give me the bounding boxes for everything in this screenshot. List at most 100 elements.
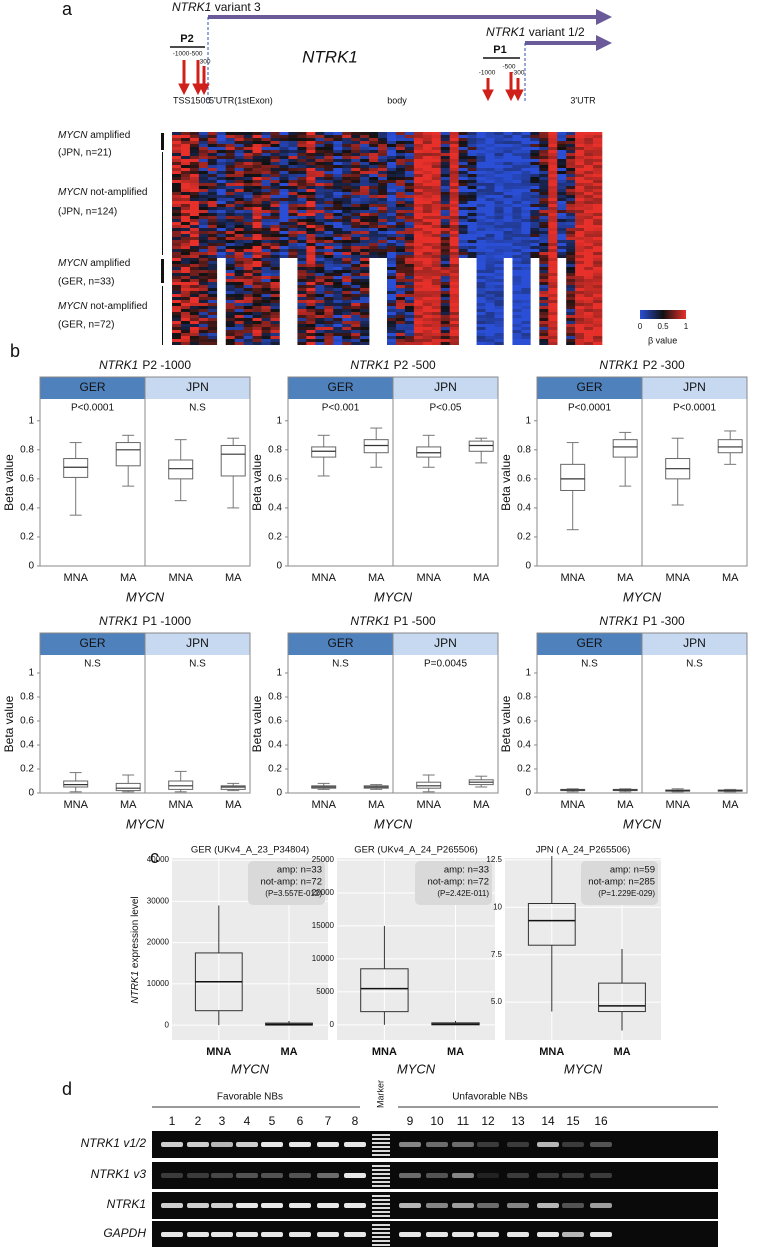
heatmap-cell	[422, 204, 433, 207]
heatmap-cell	[467, 201, 477, 204]
heatmap-cell	[422, 186, 433, 189]
heatmap-cell	[548, 228, 558, 231]
heatmap-cell	[449, 138, 459, 141]
heatmap-cell	[180, 336, 191, 339]
heatmap-cell	[342, 174, 352, 177]
heatmap-cell	[243, 288, 253, 291]
heatmap-cell	[575, 162, 585, 165]
heatmap-cell	[387, 339, 397, 342]
heatmap-cell	[288, 249, 298, 252]
heatmap-cell	[243, 165, 253, 168]
heatmap-cell	[593, 144, 603, 147]
heatmap-cell	[512, 177, 522, 180]
heatmap-cell	[494, 297, 504, 300]
heatmap-cell	[324, 318, 334, 321]
heatmap-cell	[548, 216, 558, 219]
heatmap-cell	[324, 303, 334, 306]
heatmap-cell	[575, 246, 585, 249]
stats-text: (P=1.229E-029)	[598, 889, 655, 898]
heatmap-cell	[431, 264, 442, 267]
heatmap-cell	[467, 210, 477, 213]
heatmap-cell	[467, 132, 477, 135]
heatmap-cell	[243, 153, 253, 156]
heatmap-cell	[351, 198, 361, 201]
heatmap-cell	[324, 261, 334, 264]
heatmap-cell	[485, 270, 495, 273]
heatmap-cell	[431, 198, 442, 201]
heatmap-cell	[261, 333, 271, 336]
heatmap-cell	[306, 324, 316, 327]
heatmap-cell	[387, 150, 397, 153]
heatmap-cell	[279, 144, 289, 147]
heatmap-cell	[234, 273, 244, 276]
heatmap-cell	[270, 180, 280, 183]
heatmap-cell	[593, 141, 603, 144]
heatmap-cell	[198, 144, 209, 147]
heatmap-cell	[503, 150, 513, 153]
heatmap-cell	[467, 219, 477, 222]
heatmap-cell	[333, 183, 343, 186]
heatmap-cell	[557, 216, 567, 219]
heatmap-cell	[252, 309, 262, 312]
heatmap-cell	[449, 231, 459, 234]
heatmap-cell	[512, 231, 522, 234]
heatmap-cell	[449, 273, 459, 276]
heatmap-cell	[593, 321, 603, 324]
heatmap-cell	[521, 144, 531, 147]
heatmap-cell	[575, 153, 585, 156]
heatmap-cell	[225, 201, 236, 204]
gel-band	[236, 1232, 258, 1237]
heatmap-cell	[422, 183, 433, 186]
row-label: MYCN not-amplified	[58, 187, 148, 198]
box	[598, 982, 646, 1013]
heatmap-cell	[440, 309, 451, 312]
heatmap-cell	[503, 204, 513, 207]
heatmap-cell	[485, 282, 495, 285]
y-axis-label: Beta value	[499, 695, 513, 752]
heatmap-cell	[261, 300, 271, 303]
heatmap-cell	[189, 180, 200, 183]
heatmap-cell	[413, 189, 424, 192]
heatmap-cell	[172, 216, 182, 219]
heatmap-cell	[467, 144, 477, 147]
heatmap-cell	[288, 213, 298, 216]
heatmap-cell	[521, 267, 531, 270]
heatmap-cell	[449, 318, 459, 321]
gel-band	[562, 1232, 584, 1237]
heatmap-cell	[584, 174, 594, 177]
heatmap-cell	[252, 174, 262, 177]
heatmap-cell	[404, 237, 415, 240]
heatmap-cell	[252, 303, 262, 306]
heatmap-cell	[324, 306, 334, 309]
heatmap-cell	[297, 243, 307, 246]
heatmap-cell	[252, 300, 262, 303]
heatmap-cell	[172, 189, 182, 192]
heatmap-cell	[315, 312, 325, 315]
heatmap-cell	[467, 240, 477, 243]
heatmap-cell	[485, 300, 495, 303]
heatmap-cell	[297, 159, 307, 162]
heatmap-cell	[315, 225, 325, 228]
heatmap-cell	[548, 306, 558, 309]
heatmap-cell	[413, 192, 424, 195]
heatmap-cell	[252, 321, 262, 324]
heatmap-cell	[575, 243, 585, 246]
heatmap-cell	[351, 333, 361, 336]
heatmap-cell	[324, 321, 334, 324]
heatmap-cell	[342, 291, 352, 294]
heatmap-cell	[449, 144, 459, 147]
heatmap-cell	[404, 264, 415, 267]
heatmap-cell	[404, 273, 415, 276]
gel-band	[590, 1232, 612, 1237]
heatmap-cell	[252, 141, 262, 144]
heatmap-cell	[198, 294, 209, 297]
lane-number: 7	[325, 1114, 332, 1128]
heatmap-cell	[243, 315, 253, 318]
heatmap-cell	[539, 258, 549, 261]
heatmap-cell	[252, 168, 262, 171]
heatmap-cell	[539, 240, 549, 243]
heatmap-cell	[243, 282, 253, 285]
heatmap-cell	[548, 168, 558, 171]
heatmap-cell	[494, 303, 504, 306]
heatmap-cell	[360, 192, 370, 195]
